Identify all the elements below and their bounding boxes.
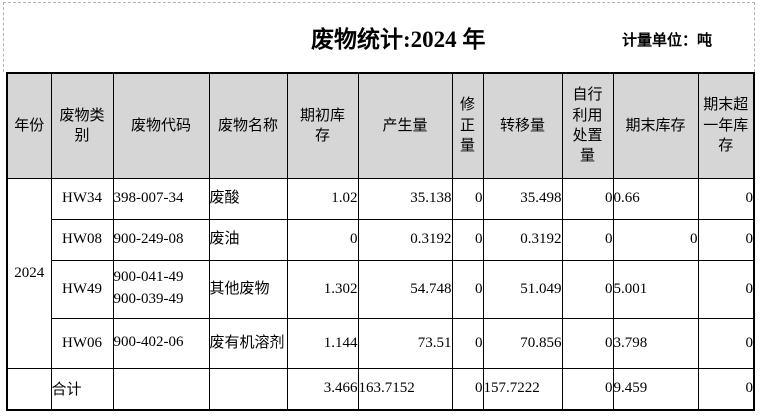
transferred-cell: 51.049 (482, 259, 563, 319)
closing-stock-cell: 0 (612, 218, 699, 261)
waste-name-empty-cell (208, 367, 288, 411)
page-break-boundary (3, 2, 755, 72)
table-row-hw34: 2024 HW34 398-007-34 废酸 1.02 35.138 0 35… (6, 177, 755, 369)
over-one-year-cell: 0 (697, 259, 755, 319)
waste-category-cell: HW06 (50, 317, 114, 369)
closing-stock-cell: 0.66 (612, 177, 699, 220)
transferred-cell: 70.856 (482, 317, 563, 369)
waste-code-cell: 398-007-34 (112, 177, 210, 220)
waste-category-cell: HW08 (50, 218, 114, 261)
transferred-cell: 35.498 (482, 177, 563, 220)
total-generated-cell: 163.7152 (357, 367, 453, 411)
col-header-closing-stock: 期末库存 (612, 72, 699, 179)
col-header-waste-category: 废物类 别 (50, 72, 114, 179)
self-disposed-cell: 0 (561, 259, 614, 319)
closing-stock-cell: 5.001 (612, 259, 699, 319)
total-transferred-cell: 157.7222 (482, 367, 563, 411)
waste-code-cell: 900-249-08 (112, 218, 210, 261)
transferred-cell: 0.3192 (482, 218, 563, 261)
col-header-over-one-year-stock: 期末超 一年库 存 (697, 72, 755, 179)
col-header-waste-code: 废物代码 (112, 72, 210, 179)
total-row: 合计 3.466 163.7152 0 157.7222 0 9.459 0 (6, 367, 755, 411)
table-row-hw06: HW06 900-402-06 废有机溶剂 1.144 73.51 0 70.8… (7, 317, 755, 369)
generated-cell: 73.51 (357, 317, 453, 369)
col-header-transferred: 转移量 (482, 72, 563, 179)
correction-cell: 0 (451, 177, 484, 220)
table-row-hw08: HW08 900-249-08 废油 0 0.3192 0 0.3192 0 0… (7, 218, 755, 261)
waste-category-cell: HW34 (50, 177, 114, 220)
correction-cell: 0 (451, 259, 484, 319)
total-opening-stock-cell: 3.466 (286, 367, 359, 411)
opening-stock-cell: 1.144 (286, 317, 359, 369)
total-over-one-year-cell: 0 (697, 367, 755, 411)
col-header-year: 年份 (6, 72, 52, 179)
waste-name-cell: 其他废物 (208, 259, 288, 319)
total-correction-cell: 0 (451, 367, 484, 411)
page-title: 废物统计:2024 年 (311, 27, 486, 52)
col-header-self-disposed: 自行 利用 处置 量 (561, 72, 614, 179)
opening-stock-cell: 1.302 (286, 259, 359, 319)
closing-stock-cell: 3.798 (612, 317, 699, 369)
year-empty-cell (6, 367, 52, 411)
waste-name-cell: 废有机溶剂 (208, 317, 288, 369)
generated-cell: 35.138 (357, 177, 453, 220)
opening-stock-cell: 1.02 (286, 177, 359, 220)
over-one-year-cell: 0 (697, 177, 755, 220)
over-one-year-cell: 0 (697, 218, 755, 261)
unit-label: 计量单位：吨 (622, 33, 713, 49)
col-header-waste-name: 废物名称 (208, 72, 288, 179)
table-row-hw49: HW49 900-041-49 900-039-49 其他废物 1.302 54… (7, 259, 755, 319)
col-header-generated: 产生量 (357, 72, 453, 179)
waste-code-cell: 900-041-49 900-039-49 (112, 259, 210, 319)
correction-cell: 0 (451, 218, 484, 261)
waste-name-cell: 废油 (208, 218, 288, 261)
waste-code-cell: 900-402-06 (112, 317, 210, 369)
opening-stock-cell: 0 (286, 218, 359, 261)
waste-code-empty-cell (112, 367, 210, 411)
waste-category-cell: HW49 (50, 259, 114, 319)
waste-stats-table: 年份 废物类 别 废物代码 废物名称 期初库 存 产生量 修 正 量 转移量 自… (6, 72, 755, 411)
self-disposed-cell: 0 (561, 177, 614, 220)
generated-cell: 54.748 (357, 259, 453, 319)
waste-name-cell: 废酸 (208, 177, 288, 220)
col-header-opening-stock: 期初库 存 (286, 72, 359, 179)
total-self-disposed-cell: 0 (561, 367, 614, 411)
self-disposed-cell: 0 (561, 317, 614, 369)
col-header-correction: 修 正 量 (451, 72, 484, 179)
total-label-cell: 合计 (50, 367, 114, 411)
correction-cell: 0 (451, 317, 484, 369)
year-cell: 2024 (6, 177, 52, 369)
generated-cell: 0.3192 (357, 218, 453, 261)
self-disposed-cell: 0 (561, 218, 614, 261)
over-one-year-cell: 0 (697, 317, 755, 369)
header-row: 年份 废物类 别 废物代码 废物名称 期初库 存 产生量 修 正 量 转移量 自… (6, 72, 755, 179)
total-closing-stock-cell: 9.459 (612, 367, 699, 411)
